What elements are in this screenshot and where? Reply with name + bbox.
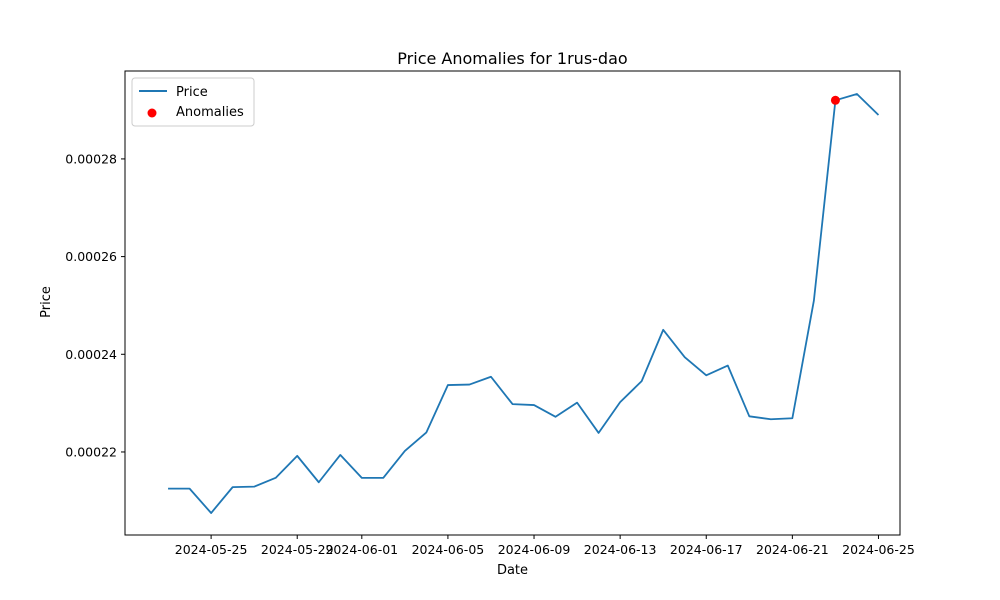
y-tick-label: 0.00028 xyxy=(65,151,117,166)
legend-anomalies-label: Anomalies xyxy=(176,105,244,120)
legend-anomalies-swatch xyxy=(147,108,157,118)
x-tick-label: 2024-05-25 xyxy=(175,542,248,557)
x-tick-label: 2024-06-01 xyxy=(325,542,398,557)
x-tick-label: 2024-06-09 xyxy=(498,542,571,557)
anomaly-point xyxy=(830,95,840,105)
x-tick-label: 2024-06-25 xyxy=(842,542,915,557)
price-line xyxy=(168,93,880,514)
y-axis-label: Price xyxy=(39,286,54,318)
x-axis-label: Date xyxy=(497,563,528,578)
legend-price-label: Price xyxy=(176,85,208,100)
x-tick-label: 2024-06-13 xyxy=(584,542,657,557)
chart-title: Price Anomalies for 1rus-dao xyxy=(397,49,627,68)
x-tick-label: 2024-06-05 xyxy=(412,542,485,557)
y-tick-label: 0.00024 xyxy=(65,347,117,362)
y-tick-label: 0.00022 xyxy=(65,444,117,459)
legend: Price Anomalies xyxy=(131,77,255,127)
plot-area xyxy=(168,93,880,514)
x-tick-label: 2024-06-21 xyxy=(756,542,829,557)
x-tick-label: 2024-05-29 xyxy=(261,542,334,557)
y-tick-label: 0.00026 xyxy=(65,249,117,264)
y-axis: 0.00022 0.00024 0.00026 0.00028 xyxy=(65,151,125,459)
axes-frame xyxy=(124,70,901,536)
x-tick-label: 2024-06-17 xyxy=(670,542,743,557)
